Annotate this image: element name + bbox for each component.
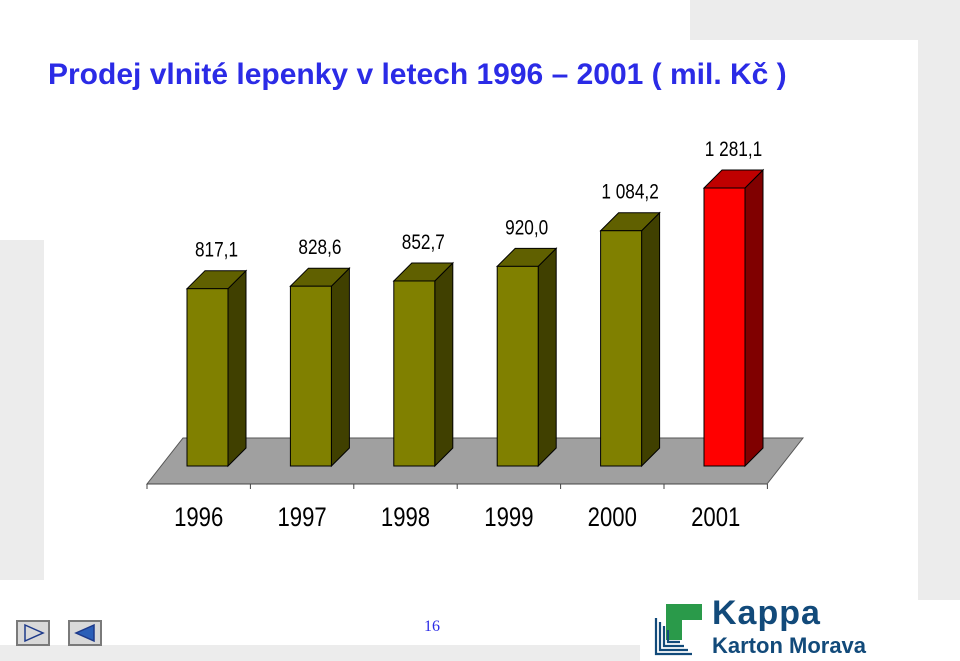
play-left-icon — [74, 623, 95, 643]
bar-side-2000 — [641, 211, 661, 468]
bar-2000 — [600, 230, 643, 467]
decor-left-band — [0, 240, 44, 580]
tick-label-1997: 1997 — [277, 503, 326, 533]
tick-label-2001: 2001 — [691, 503, 740, 533]
data-label-1998: 852,7 — [402, 231, 445, 254]
bar-chart: 817,1 1996 828,6 1997 852,7 1998 920,0 1999 1 08… — [145, 139, 805, 533]
tick-label-1996: 1996 — [174, 503, 223, 533]
decor-top-band — [690, 0, 960, 40]
data-label-1996: 817,1 — [195, 239, 238, 262]
tick-label-2000: 2000 — [588, 503, 637, 533]
bar-1996 — [186, 288, 229, 467]
data-label-2001: 1 281,1 — [705, 139, 762, 162]
bar-side-1998 — [434, 261, 454, 468]
logo-wordmark: Kappa — [712, 594, 821, 632]
bar-1998 — [393, 280, 436, 467]
play-right-icon — [24, 623, 45, 643]
tick-label-1998: 1998 — [381, 503, 430, 533]
tick-label-1999: 1999 — [484, 503, 533, 533]
bar-1999 — [496, 265, 539, 467]
bar-2001 — [703, 187, 746, 467]
previous-slide-button[interactable] — [68, 620, 102, 646]
data-label-1997: 828,6 — [298, 237, 341, 260]
data-label-1999: 920,0 — [505, 217, 548, 240]
decor-bottom-band — [0, 645, 640, 661]
bar-side-1999 — [537, 247, 557, 468]
bar-side-1996 — [227, 269, 247, 468]
bar-1997 — [289, 285, 332, 467]
bar-side-2001 — [744, 168, 764, 468]
page-number: 16 — [424, 618, 440, 635]
next-slide-button[interactable] — [16, 620, 50, 646]
logo-subtitle: Karton Morava — [712, 633, 867, 658]
bar-side-1997 — [330, 266, 350, 468]
slide-title: Prodej vlnité lepenky v letech 1996 – 20… — [48, 58, 787, 91]
company-logo: Kappa Karton Morava — [652, 594, 922, 658]
kappa-logo-icon — [654, 604, 702, 656]
data-label-2000: 1 084,2 — [601, 181, 658, 204]
decor-right-band — [918, 40, 960, 600]
